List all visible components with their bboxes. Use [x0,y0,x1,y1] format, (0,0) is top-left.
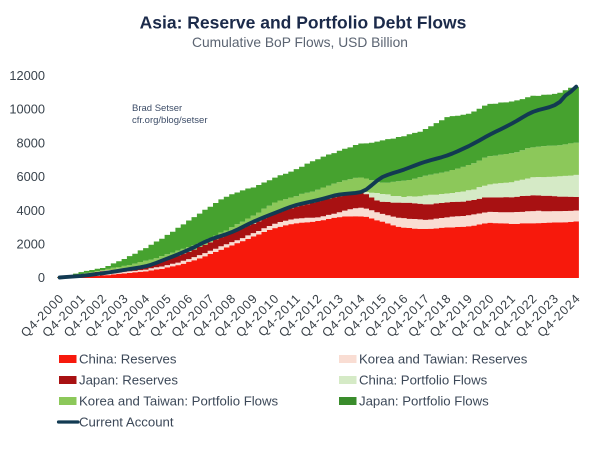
svg-text:Korea and Taiwan: Portfolio Fl: Korea and Taiwan: Portfolio Flows [79,393,279,408]
svg-text:10000: 10000 [9,102,45,117]
svg-text:6000: 6000 [17,169,45,184]
svg-text:Japan: Reserves: Japan: Reserves [79,372,178,387]
svg-text:Japan: Portfolio Flows: Japan: Portfolio Flows [359,393,489,408]
svg-text:Current Account: Current Account [79,414,174,429]
svg-text:Asia: Reserve and Portfolio De: Asia: Reserve and Portfolio Debt Flows [140,13,467,33]
svg-text:8000: 8000 [17,135,45,150]
svg-text:4000: 4000 [17,203,45,218]
svg-text:0: 0 [38,270,45,285]
svg-text:Korea and Tawian: Reserves: Korea and Tawian: Reserves [359,351,528,366]
svg-text:China: Portfolio Flows: China: Portfolio Flows [359,372,488,387]
svg-text:2000: 2000 [17,237,45,252]
svg-text:Brad Setser: Brad Setser [132,103,182,114]
svg-text:cfr.org/blog/setser: cfr.org/blog/setser [132,115,208,126]
svg-text:China: Reserves: China: Reserves [79,351,177,366]
svg-text:Cumulative BoP Flows, USD Bill: Cumulative BoP Flows, USD Billion [192,35,408,50]
svg-text:12000: 12000 [9,68,45,83]
